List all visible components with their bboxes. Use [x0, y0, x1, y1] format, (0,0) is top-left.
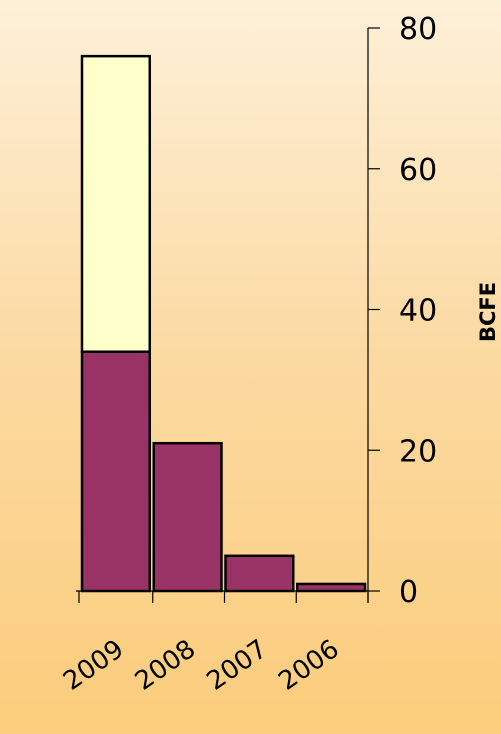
y-axis-title: BCFE: [476, 282, 500, 342]
y-tick-label: 40: [399, 294, 437, 329]
bar-2006-segment-1: [296, 582, 367, 593]
y-tick-label: 20: [399, 434, 437, 469]
axes-layer: [76, 27, 380, 603]
x-tick-label: 2007: [202, 634, 273, 697]
y-tick-label: 60: [399, 153, 437, 188]
bar-2009-segment-2: [80, 54, 151, 353]
bar-2009-segment-1: [80, 350, 151, 593]
x-tick-label: 2008: [130, 634, 201, 697]
x-tick-label: 2006: [273, 634, 344, 697]
y-tick-label: 0: [399, 575, 418, 610]
bar-2007-segment-1: [224, 554, 295, 593]
bars-layer: [80, 54, 367, 593]
y-tick-label: 80: [399, 12, 437, 47]
bar-2008-segment-1: [152, 441, 223, 593]
x-tick-label: 2009: [58, 634, 129, 697]
